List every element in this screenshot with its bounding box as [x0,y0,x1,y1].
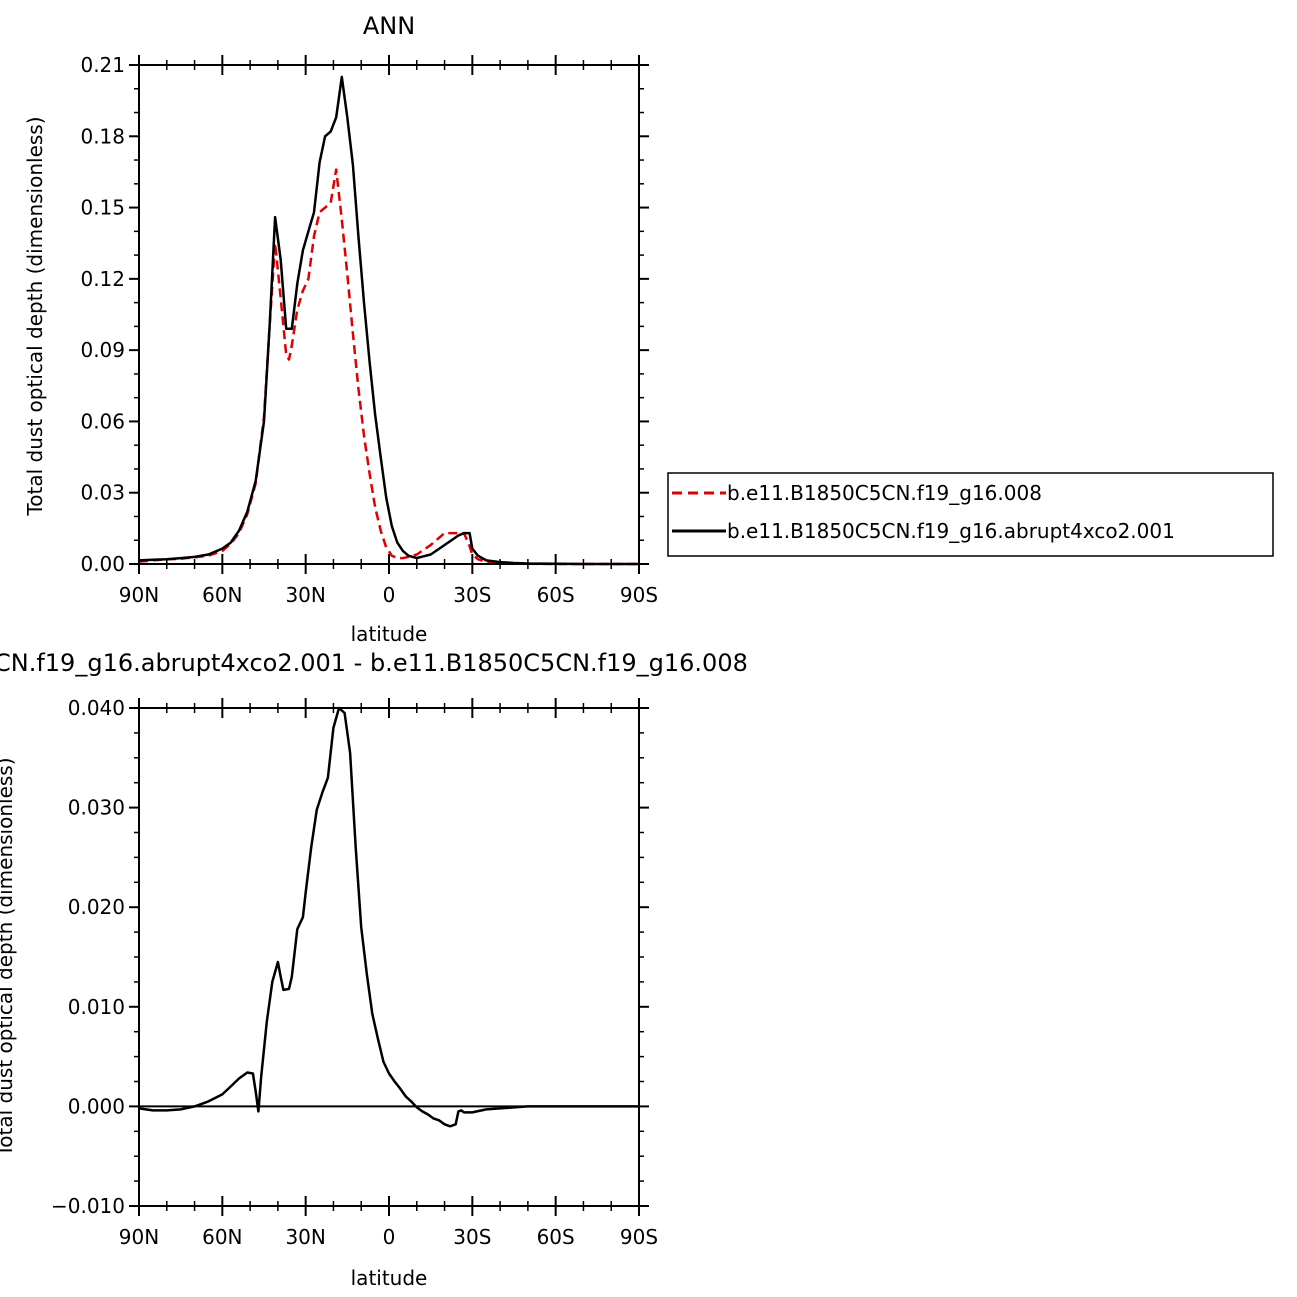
top-chart-frame [138,64,640,565]
top-chart-x-tick-label: 30N [285,583,325,607]
bottom-chart-series-group [138,706,639,1128]
legend-label-control: b.e11.B1850C5CN.f19_g16.008 [727,481,1042,505]
top-chart-tick-labels: 90N 60N 30N 0 30S 60S 90S 0.00 0.03 0.06 0.09 0.12 0… [80,53,658,607]
top-chart-x-tick-label: 90N [119,583,159,607]
legend: b.e11.B1850C5CN.f19_g16.008 b.e11.B1850C… [667,472,1274,557]
bottom-chart-title: CN.f19_g16.abrupt4xco2.001 - b.e11.B1850… [0,649,748,677]
top-chart-y-tick-label: 0.18 [80,124,125,148]
top-chart-y-tick-label: 0.12 [80,267,125,291]
bottom-chart-x-tick-label: 0 [383,1225,396,1249]
bottom-chart-y-axis-title: Total dust optical depth (dimensionless) [0,757,17,1157]
bottom-chart-y-tick-label: 0.000 [68,1094,125,1118]
top-chart-y-tick-label: 0.09 [80,338,125,362]
top-chart-ticks [129,55,649,574]
top-chart-x-tick-label: 30S [453,583,491,607]
top-chart-x-tick-label: 60S [537,583,575,607]
top-chart-series-line-1 [138,75,639,566]
bottom-chart: CN.f19_g16.abrupt4xco2.001 - b.e11.B1850… [0,649,748,1290]
top-chart-y-axis-title: Total dust optical depth (dimensionless) [23,116,47,516]
top-chart: ANN Total dust optical depth (dimensionl… [23,12,658,646]
bottom-chart-x-tick-label: 30S [453,1225,491,1249]
bottom-chart-x-axis-title: latitude [351,1266,428,1290]
top-chart-y-tick-label: 0.03 [80,481,125,505]
top-chart-x-axis-title: latitude [351,622,428,646]
bottom-chart-x-tick-label: 30N [285,1225,325,1249]
bottom-chart-x-tick-label: 60N [202,1225,242,1249]
bottom-chart-y-tick-label: 0.040 [68,696,125,720]
top-chart-x-tick-label: 90S [620,583,658,607]
bottom-chart-y-tick-label: −0.010 [51,1194,125,1218]
legend-label-abrupt4xco2: b.e11.B1850C5CN.f19_g16.abrupt4xco2.001 [727,519,1175,543]
bottom-chart-series-line-0 [138,706,639,1128]
bottom-chart-frame [138,707,640,1207]
bottom-chart-tick-labels: 90N 60N 30N 0 30S 60S 90S −0.010 0.000 0.010 0.020… [51,696,658,1249]
top-chart-series-group [138,75,639,566]
top-chart-series-line-0 [138,168,639,566]
bottom-chart-y-tick-label: 0.030 [68,796,125,820]
top-chart-x-tick-label: 60N [202,583,242,607]
top-chart-y-tick-label: 0.21 [80,53,125,77]
bottom-chart-y-tick-label: 0.010 [68,995,125,1019]
top-chart-x-tick-label: 0 [383,583,396,607]
bottom-chart-x-tick-label: 90N [119,1225,159,1249]
top-chart-y-tick-label: 0.06 [80,409,125,433]
bottom-chart-x-tick-label: 60S [537,1225,575,1249]
bottom-chart-y-tick-label: 0.020 [68,895,125,919]
top-chart-title: ANN [363,12,415,40]
top-chart-y-tick-label: 0.15 [80,196,125,220]
legend-box [667,472,1274,557]
top-chart-y-tick-label: 0.00 [80,552,125,576]
bottom-chart-ticks [129,698,649,1216]
bottom-chart-x-tick-label: 90S [620,1225,658,1249]
